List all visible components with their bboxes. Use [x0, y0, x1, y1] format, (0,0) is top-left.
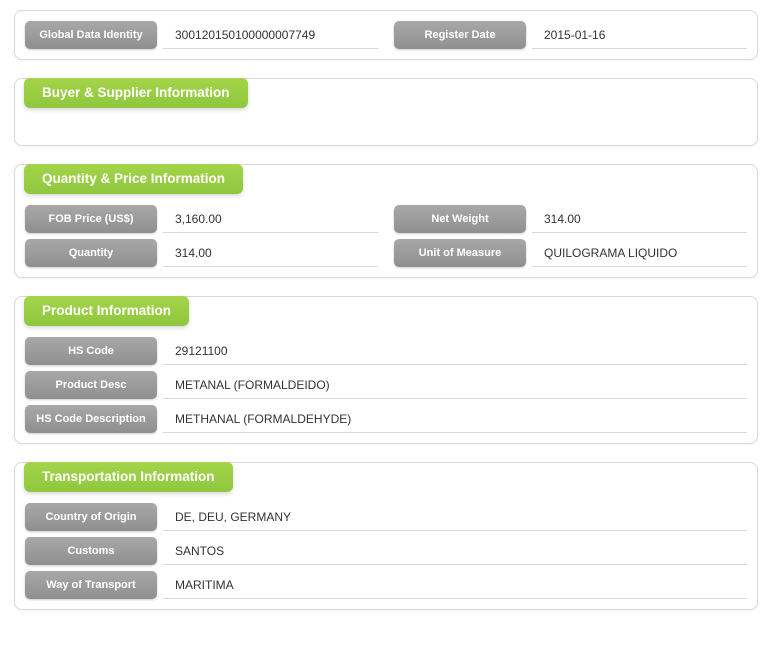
qp-row-2: Quantity 314.00 Unit of Measure QUILOGRA…: [25, 239, 747, 267]
hs-code-desc-label: HS Code Description: [25, 405, 157, 433]
register-date-pair: Register Date 2015-01-16: [394, 21, 747, 49]
net-weight-label: Net Weight: [394, 205, 526, 233]
country-origin-pair: Country of Origin DE, DEU, GERMANY: [25, 503, 747, 531]
net-weight-pair: Net Weight 314.00: [394, 205, 747, 233]
hs-code-desc-value: METHANAL (FORMALDEHYDE): [163, 405, 747, 433]
fob-price-pair: FOB Price (US$) 3,160.00: [25, 205, 378, 233]
quantity-label: Quantity: [25, 239, 157, 267]
transport-header: Transportation Information: [24, 462, 233, 492]
customs-pair: Customs SANTOS: [25, 537, 747, 565]
product-row-2: Product Desc METANAL (FORMALDEIDO): [25, 371, 747, 399]
product-row-3: HS Code Description METHANAL (FORMALDEHY…: [25, 405, 747, 433]
buyer-supplier-header: Buyer & Supplier Information: [24, 78, 248, 108]
top-row: Global Data Identity 3001201501000000077…: [25, 21, 747, 49]
product-header: Product Information: [24, 296, 189, 326]
product-row-1: HS Code 29121100: [25, 337, 747, 365]
way-transport-pair: Way of Transport MARITIMA: [25, 571, 747, 599]
way-transport-value: MARITIMA: [163, 571, 747, 599]
fob-price-label: FOB Price (US$): [25, 205, 157, 233]
product-panel: Product Information HS Code 29121100 Pro…: [14, 296, 758, 444]
country-origin-value: DE, DEU, GERMANY: [163, 503, 747, 531]
product-desc-value: METANAL (FORMALDEIDO): [163, 371, 747, 399]
transport-row-2: Customs SANTOS: [25, 537, 747, 565]
transport-panel: Transportation Information Country of Or…: [14, 462, 758, 610]
register-date-value: 2015-01-16: [532, 21, 747, 49]
quantity-value: 314.00: [163, 239, 378, 267]
transport-row-1: Country of Origin DE, DEU, GERMANY: [25, 503, 747, 531]
register-date-label: Register Date: [394, 21, 526, 49]
unit-of-measure-label: Unit of Measure: [394, 239, 526, 267]
customs-value: SANTOS: [163, 537, 747, 565]
customs-label: Customs: [25, 537, 157, 565]
way-transport-label: Way of Transport: [25, 571, 157, 599]
hs-code-pair: HS Code 29121100: [25, 337, 747, 365]
buyer-supplier-body: [25, 119, 747, 137]
top-panel: Global Data Identity 3001201501000000077…: [14, 10, 758, 60]
unit-of-measure-value: QUILOGRAMA LIQUIDO: [532, 239, 747, 267]
hs-code-value: 29121100: [163, 337, 747, 365]
country-origin-label: Country of Origin: [25, 503, 157, 531]
net-weight-value: 314.00: [532, 205, 747, 233]
global-data-identity-value: 300120150100000007749: [163, 21, 378, 49]
product-desc-label: Product Desc: [25, 371, 157, 399]
qp-row-1: FOB Price (US$) 3,160.00 Net Weight 314.…: [25, 205, 747, 233]
quantity-price-header: Quantity & Price Information: [24, 164, 243, 194]
quantity-pair: Quantity 314.00: [25, 239, 378, 267]
buyer-supplier-panel: Buyer & Supplier Information: [14, 78, 758, 146]
hs-code-desc-pair: HS Code Description METHANAL (FORMALDEHY…: [25, 405, 747, 433]
fob-price-value: 3,160.00: [163, 205, 378, 233]
global-data-identity-label: Global Data Identity: [25, 21, 157, 49]
global-data-identity-pair: Global Data Identity 3001201501000000077…: [25, 21, 378, 49]
transport-row-3: Way of Transport MARITIMA: [25, 571, 747, 599]
product-desc-pair: Product Desc METANAL (FORMALDEIDO): [25, 371, 747, 399]
hs-code-label: HS Code: [25, 337, 157, 365]
unit-of-measure-pair: Unit of Measure QUILOGRAMA LIQUIDO: [394, 239, 747, 267]
quantity-price-panel: Quantity & Price Information FOB Price (…: [14, 164, 758, 278]
